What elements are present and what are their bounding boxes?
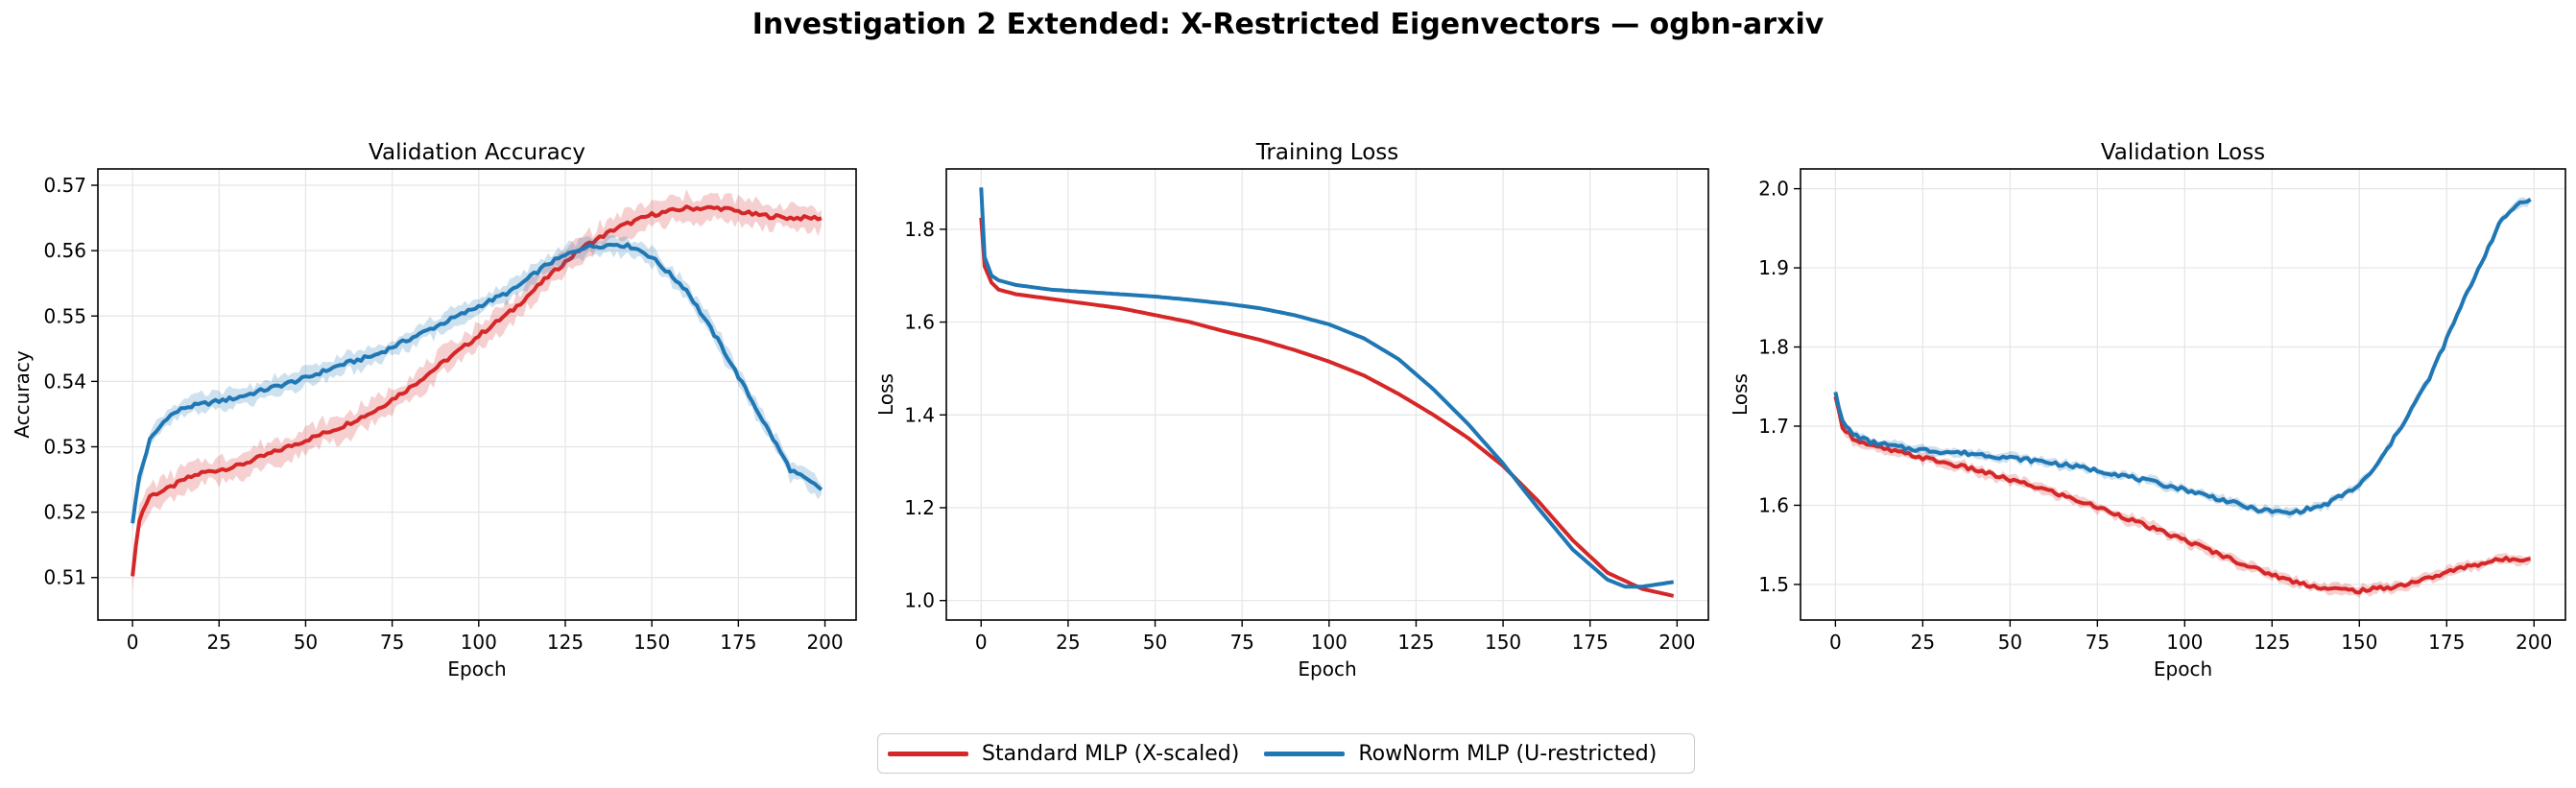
x-tick-label: 25 — [1056, 631, 1080, 654]
x-tick-label: 25 — [1911, 631, 1935, 654]
y-tick-label: 1.4 — [904, 403, 935, 426]
confidence-band-standard — [1835, 394, 2531, 599]
y-tick-label: 0.55 — [43, 304, 86, 327]
x-tick-label: 175 — [720, 631, 756, 654]
y-tick-label: 1.6 — [1758, 493, 1789, 516]
x-tick-label: 200 — [1658, 631, 1695, 654]
axes-frame — [945, 168, 1709, 621]
y-tick-label: 2.0 — [1758, 178, 1789, 201]
series-line-rownorm — [979, 187, 1675, 589]
axes-frame — [97, 168, 857, 621]
series-line-standard — [979, 217, 1675, 598]
y-tick-label: 1.9 — [1758, 256, 1789, 279]
series-line-rownorm — [131, 242, 823, 524]
x-tick-label: 125 — [2254, 631, 2290, 654]
x-tick-label: 75 — [2086, 631, 2110, 654]
series-line-standard — [1833, 395, 2531, 595]
chart-title: Validation Accuracy — [369, 140, 585, 165]
y-axis-label: Loss — [874, 373, 897, 416]
y-tick-label: 1.8 — [904, 218, 935, 241]
y-tick-label: 1.6 — [904, 311, 935, 334]
y-tick-label: 1.5 — [1758, 573, 1789, 596]
series-line-standard — [131, 204, 823, 577]
legend-label-rownorm: RowNorm MLP (U-restricted) — [1358, 741, 1658, 766]
x-tick-label: 50 — [1998, 631, 2022, 654]
y-tick-label: 1.8 — [1758, 336, 1789, 359]
confidence-band-rownorm — [132, 232, 822, 532]
legend-item-standard: Standard MLP (X-scaled) — [888, 742, 1239, 766]
validation-accuracy-chart: 0 25 50 75 100 125 150 175 200 0.51 0.52 0.53 0.54 0.… — [11, 140, 857, 681]
x-tick-label: 50 — [1143, 631, 1167, 654]
chart-title: Validation Loss — [2101, 140, 2265, 165]
x-tick-label: 100 — [2166, 631, 2203, 654]
x-tick-label: 200 — [806, 631, 843, 654]
x-tick-label: 0 — [127, 631, 139, 654]
x-tick-label: 150 — [2341, 631, 2377, 654]
x-axis-label: Epoch — [2154, 657, 2212, 681]
x-tick-label: 200 — [2516, 631, 2552, 654]
x-tick-label: 0 — [975, 631, 988, 654]
x-tick-label: 100 — [1311, 631, 1348, 654]
y-tick-label: 1.7 — [1758, 415, 1789, 438]
y-tick-label: 0.56 — [43, 239, 86, 262]
x-axis-label: Epoch — [447, 657, 506, 681]
x-tick-label: 0 — [1829, 631, 1842, 654]
confidence-band-rownorm — [1835, 197, 2531, 519]
x-tick-label: 150 — [633, 631, 670, 654]
y-tick-label: 0.54 — [43, 370, 86, 393]
x-tick-label: 175 — [1572, 631, 1609, 654]
y-tick-label: 0.57 — [43, 174, 86, 197]
chart-title: Training Loss — [1255, 140, 1399, 165]
legend-swatch-standard — [888, 751, 968, 756]
y-tick-label: 1.0 — [904, 589, 935, 612]
x-axis-label: Epoch — [1298, 657, 1356, 681]
x-tick-label: 100 — [461, 631, 497, 654]
figure-title: Investigation 2 Extended: X-Restricted E… — [751, 8, 1825, 41]
axes-frame — [1800, 168, 2566, 621]
legend: Standard MLP (X-scaled) RowNorm MLP (U-r… — [877, 733, 1695, 774]
validation-loss-chart: 0 25 50 75 100 125 150 175 200 1.5 1.6 1.7 1.8 1.9 2.0… — [1729, 140, 2566, 681]
y-axis-label: Accuracy — [11, 350, 34, 438]
series-line-rownorm — [1833, 198, 2532, 515]
y-tick-label: 1.2 — [904, 496, 935, 519]
legend-label-standard: Standard MLP (X-scaled) — [982, 741, 1240, 766]
x-tick-label: 150 — [1485, 631, 1521, 654]
x-tick-label: 25 — [207, 631, 231, 654]
x-tick-label: 50 — [294, 631, 318, 654]
x-tick-label: 125 — [1397, 631, 1434, 654]
y-tick-label: 0.52 — [43, 501, 86, 524]
legend-item-rownorm: RowNorm MLP (U-restricted) — [1264, 742, 1657, 766]
x-tick-label: 175 — [2428, 631, 2465, 654]
legend-swatch-rownorm — [1264, 751, 1346, 756]
y-tick-label: 0.51 — [43, 566, 86, 589]
y-axis-label: Loss — [1729, 373, 1752, 416]
x-tick-label: 75 — [1229, 631, 1253, 654]
y-tick-label: 0.53 — [43, 435, 86, 458]
x-tick-label: 125 — [547, 631, 584, 654]
training-loss-chart: 0 25 50 75 100 125 150 175 200 1.0 1.2 1.4 1.6 1.8 Tra… — [874, 140, 1709, 681]
x-tick-label: 75 — [380, 631, 404, 654]
